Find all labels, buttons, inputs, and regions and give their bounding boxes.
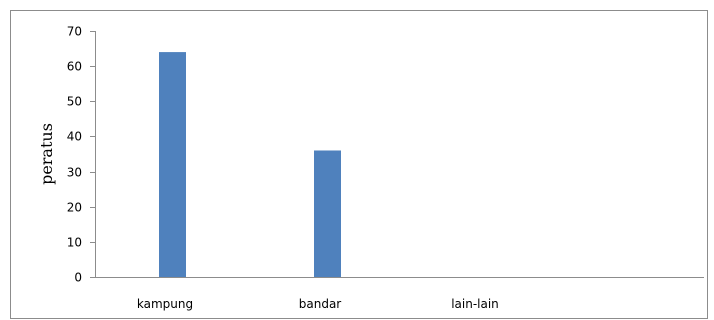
chart-frame <box>10 10 708 319</box>
bar-bandar <box>314 150 341 277</box>
x-tick-label: kampung <box>137 297 193 311</box>
x-tick-label: bandar <box>299 297 342 311</box>
x-axis-labels: kampung bandar lain-lain <box>137 297 499 311</box>
y-tick-label: 0 <box>74 271 82 285</box>
bars <box>159 52 341 278</box>
y-tick-label: 50 <box>67 95 82 109</box>
y-tick-label: 70 <box>67 25 82 39</box>
y-tick-label: 40 <box>67 130 82 144</box>
y-axis-ticks: 0 10 20 30 40 50 60 70 <box>67 25 95 285</box>
y-axis-title: peratus <box>37 123 56 185</box>
bar-kampung <box>159 52 186 278</box>
y-tick-label: 10 <box>67 236 82 250</box>
y-tick-label: 30 <box>67 166 82 180</box>
y-tick-label: 20 <box>67 201 82 215</box>
x-tick-label: lain-lain <box>451 297 499 311</box>
y-tick-label: 60 <box>67 60 82 74</box>
